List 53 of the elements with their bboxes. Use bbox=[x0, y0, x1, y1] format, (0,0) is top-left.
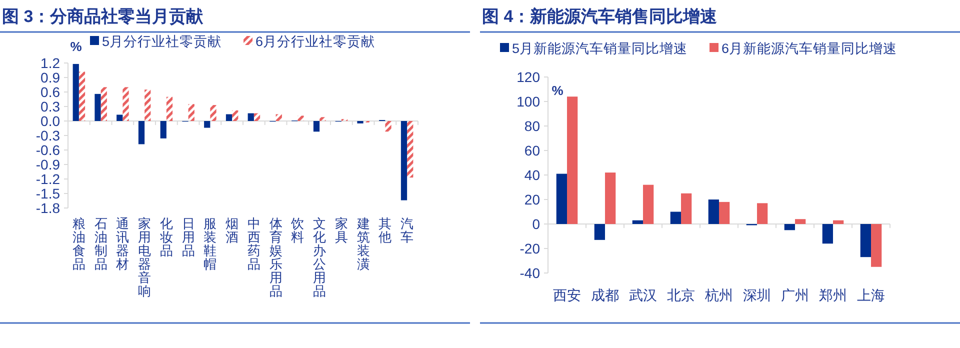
y-tick-label: -0.9 bbox=[36, 156, 60, 172]
y-tick-label: 0.3 bbox=[40, 98, 60, 114]
x-tick-label: 文化办公用品 bbox=[313, 216, 326, 298]
x-tick-label: 体育娱乐用品 bbox=[269, 216, 282, 298]
x-tick-label: 汽车 bbox=[400, 216, 414, 244]
y-tick-label: 120 bbox=[516, 69, 540, 85]
x-tick-label: 饮料 bbox=[290, 216, 304, 244]
x-tick-label: 烟酒 bbox=[226, 216, 239, 244]
y-tick-label: -1.8 bbox=[36, 200, 60, 216]
legend-label: 5月分行业社零贡献 bbox=[102, 34, 222, 49]
y-tick-label: -0.3 bbox=[36, 128, 60, 144]
y-tick-label: -20 bbox=[520, 240, 540, 256]
y-tick-label: -40 bbox=[520, 265, 540, 281]
x-tick-label: 通讯器材 bbox=[115, 216, 130, 272]
x-tick-label: 粮油食品 bbox=[72, 216, 86, 272]
y-tick-label: -1.2 bbox=[36, 171, 60, 187]
x-tick-label: 北京 bbox=[667, 287, 695, 303]
x-tick-label: 化妆品 bbox=[160, 216, 173, 258]
x-tick-label: 郑州 bbox=[819, 287, 847, 303]
x-tick-label: 广州 bbox=[781, 287, 809, 303]
y-tick-label: 80 bbox=[524, 118, 540, 134]
x-tick-label: 西安 bbox=[553, 287, 581, 303]
x-tick-label: 上海 bbox=[857, 287, 885, 303]
y-tick-label: 0.6 bbox=[40, 84, 60, 100]
legend-label: 6月分行业社零贡献 bbox=[256, 34, 376, 49]
y-tick-label: -0.6 bbox=[36, 142, 60, 158]
y-axis-title: % bbox=[552, 83, 564, 98]
legend-label: 6月新能源汽车销量同比增速 bbox=[722, 41, 898, 56]
chart-title: 图 4：新能源汽车销售同比增速 bbox=[482, 7, 718, 26]
x-tick-label: 杭州 bbox=[704, 287, 733, 303]
y-tick-label: 40 bbox=[524, 167, 540, 183]
x-tick-label: 中西药品 bbox=[247, 216, 260, 272]
y-axis-title: % bbox=[70, 39, 82, 54]
x-tick-label: 石油制品 bbox=[94, 216, 108, 272]
x-tick-label: 建筑装潢 bbox=[356, 216, 370, 272]
chart-title: 图 3：分商品社零当月贡献 bbox=[2, 7, 204, 26]
y-tick-label: 60 bbox=[524, 142, 540, 158]
x-tick-label: 武汉 bbox=[629, 287, 657, 303]
y-tick-label: 0 bbox=[532, 216, 540, 232]
y-tick-label: 100 bbox=[516, 94, 540, 110]
y-tick-label: 0.9 bbox=[40, 70, 60, 86]
x-tick-label: 成都 bbox=[591, 287, 619, 303]
y-tick-label: 1.2 bbox=[40, 55, 60, 71]
x-tick-label: 日用品 bbox=[182, 216, 195, 258]
x-tick-label: 其他 bbox=[378, 216, 392, 244]
x-tick-label: 深圳 bbox=[743, 287, 771, 303]
legend-label: 5月新能源汽车销量同比增速 bbox=[512, 41, 688, 56]
y-tick-label: 20 bbox=[524, 192, 540, 208]
x-tick-label: 家具 bbox=[334, 216, 348, 244]
y-tick-label: -1.5 bbox=[36, 186, 60, 202]
x-tick-label: 服装鞋帽 bbox=[204, 216, 217, 272]
x-tick-label: 家用电器音响 bbox=[138, 216, 152, 298]
y-tick-label: 0.0 bbox=[40, 113, 60, 129]
